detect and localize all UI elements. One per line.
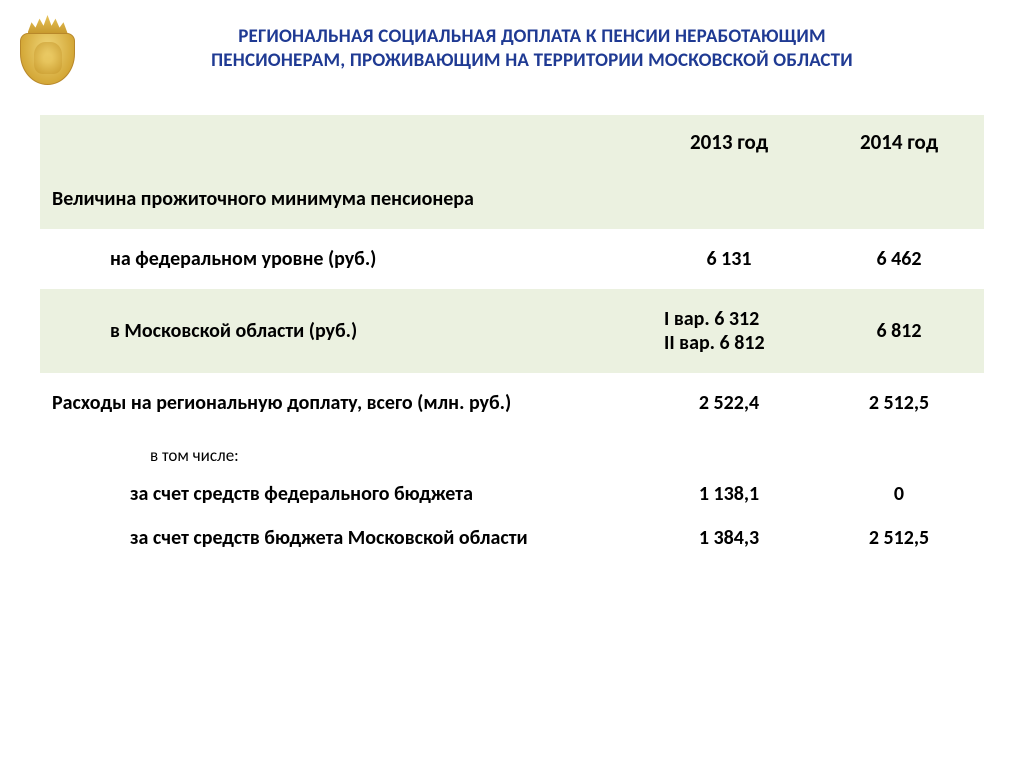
table-row: за счет средств федерального бюджета 1 1… (40, 472, 984, 516)
header: РЕГИОНАЛЬНАЯ СОЦИАЛЬНАЯ ДОПЛАТА К ПЕНСИИ… (0, 0, 1024, 95)
note-row: в том числе: (40, 433, 984, 472)
col-2013: 2013 год (644, 115, 814, 169)
cell-2013 (644, 169, 814, 229)
cell-2014 (814, 169, 984, 229)
table-row: Расходы на региональную доплату, всего (… (40, 373, 984, 433)
table-header-row: 2013 год 2014 год (40, 115, 984, 169)
cell-2014: 6 812 (814, 289, 984, 373)
cell-2013: 1 384,3 (644, 516, 814, 560)
table-row: за счет средств бюджета Московской облас… (40, 516, 984, 560)
cell-2013: 1 138,1 (644, 472, 814, 516)
cell-2014: 0 (814, 472, 984, 516)
row-label: за счет средств бюджета Московской облас… (40, 516, 644, 560)
cell-2013: I вар. 6 312 II вар. 6 812 (644, 289, 814, 373)
row-label: за счет средств федерального бюджета (40, 472, 644, 516)
cell-2014: 2 512,5 (814, 373, 984, 433)
row-label: в Московской области (руб.) (40, 289, 644, 373)
col-2014: 2014 год (814, 115, 984, 169)
page-title: РЕГИОНАЛЬНАЯ СОЦИАЛЬНАЯ ДОПЛАТА К ПЕНСИИ… (80, 15, 984, 73)
pension-table: 2013 год 2014 год Величина прожиточного … (0, 95, 1024, 560)
cell-2014: 2 512,5 (814, 516, 984, 560)
row-label: на федеральном уровне (руб.) (40, 229, 644, 289)
title-line2: ПЕНСИОНЕРАМ, ПРОЖИВАЮЩИМ НА ТЕРРИТОРИИ М… (211, 49, 853, 72)
coat-of-arms-icon (15, 15, 80, 85)
title-line1: РЕГИОНАЛЬНАЯ СОЦИАЛЬНАЯ ДОПЛАТА К ПЕНСИИ… (238, 25, 826, 48)
cell-2013: 6 131 (644, 229, 814, 289)
table-row: на федеральном уровне (руб.) 6 131 6 462 (40, 229, 984, 289)
table-row: в Московской области (руб.) I вар. 6 312… (40, 289, 984, 373)
note-label: в том числе: (40, 433, 984, 472)
table-row: Величина прожиточного минимума пенсионер… (40, 169, 984, 229)
cell-2013: 2 522,4 (644, 373, 814, 433)
cell-2014: 6 462 (814, 229, 984, 289)
row-label: Расходы на региональную доплату, всего (… (40, 373, 644, 433)
row-label: Величина прожиточного минимума пенсионер… (40, 169, 644, 229)
